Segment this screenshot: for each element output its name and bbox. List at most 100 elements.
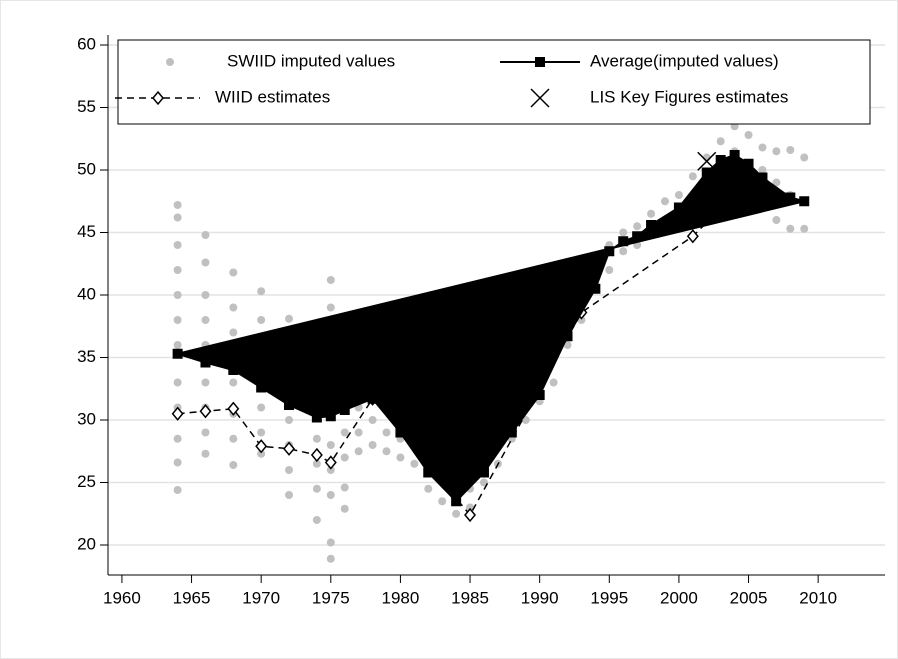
- scatter-point: [382, 428, 391, 437]
- scatter-point: [619, 247, 628, 256]
- scatter-point: [716, 137, 725, 146]
- square-marker: [395, 427, 406, 438]
- legend-item: LIS Key Figures estimates: [530, 87, 788, 108]
- scatter-point: [452, 509, 461, 518]
- square-marker: [339, 405, 350, 415]
- scatter-point: [201, 291, 210, 299]
- x-tick-label: 1990: [521, 588, 559, 607]
- scatter-point: [368, 441, 377, 449]
- diamond-marker: [283, 441, 295, 456]
- y-tick-label: 30: [77, 409, 96, 428]
- scatter-point: [438, 497, 447, 506]
- scatter-point: [229, 378, 238, 387]
- legend: SWIID imputed values Average(imputed valu…: [115, 39, 871, 125]
- square-marker: [757, 172, 768, 183]
- scatter-point: [173, 341, 182, 349]
- marks: [171, 122, 810, 563]
- scatter-point: [772, 147, 781, 156]
- square-marker: [535, 57, 545, 67]
- scatter-point: [758, 166, 767, 174]
- diamond-marker: [152, 90, 164, 106]
- scatter-point: [786, 224, 795, 233]
- square-marker: [632, 231, 643, 242]
- square-marker: [534, 390, 545, 400]
- scatter-point: [326, 491, 335, 499]
- diamond-marker: [464, 507, 477, 523]
- square-marker: [729, 150, 740, 160]
- diamond-marker: [171, 406, 184, 421]
- scatter-point: [173, 266, 182, 274]
- y-tick-label: 50: [77, 159, 96, 178]
- scatter-point: [688, 172, 697, 181]
- scatter-point: [619, 228, 628, 237]
- y-tick-label: 45: [77, 222, 96, 241]
- square-marker: [715, 155, 726, 165]
- square-marker: [590, 283, 601, 294]
- square-marker: [478, 467, 489, 478]
- scatter-point: [201, 258, 210, 267]
- scatter-point: [173, 241, 182, 249]
- scatter-point: [326, 466, 335, 474]
- scatter-point: [285, 491, 294, 499]
- scatter-point: [229, 268, 238, 277]
- scatter-point: [424, 484, 433, 493]
- square-marker: [367, 393, 378, 404]
- x-tick-label: 2000: [660, 588, 698, 607]
- legend-symbol: [166, 58, 174, 66]
- y-tick-label: 60: [77, 34, 96, 53]
- scatter-point: [229, 461, 238, 469]
- scatter-point: [285, 416, 294, 424]
- scatter-point: [326, 554, 335, 563]
- scatter-point: [257, 287, 266, 296]
- scatter-point: [744, 131, 753, 139]
- square-marker: [785, 192, 796, 203]
- scatter-point: [396, 453, 405, 462]
- scatter-point: [173, 201, 182, 209]
- x-tick-label: 2005: [730, 588, 768, 607]
- scatter-point: [257, 428, 266, 437]
- square-marker: [423, 467, 434, 478]
- scatter-point: [340, 453, 349, 462]
- scatter-point: [173, 434, 182, 443]
- scatter-point: [800, 153, 809, 162]
- scatter-point: [201, 231, 210, 239]
- scatter-point: [368, 416, 377, 424]
- scatter-point: [312, 459, 321, 468]
- scatter-point: [633, 222, 642, 231]
- scatter-point: [340, 483, 349, 492]
- x-tick-label: 1965: [173, 588, 211, 607]
- scatter-point: [660, 197, 669, 206]
- scatter-point: [382, 447, 391, 456]
- square-marker: [256, 382, 267, 393]
- x-tick-label: 1995: [590, 588, 628, 607]
- scatter-point: [173, 213, 182, 222]
- square-marker: [743, 158, 754, 169]
- scatter-point: [173, 378, 182, 387]
- scatter-point: [173, 291, 182, 299]
- legend-label: Average(imputed values): [590, 51, 779, 70]
- diamond-marker: [686, 229, 699, 244]
- square-marker: [172, 348, 183, 359]
- y-tick-label: 40: [77, 284, 96, 303]
- scatter-point: [201, 316, 210, 324]
- scatter-point: [786, 146, 795, 154]
- legend-item: Average(imputed values): [500, 51, 779, 70]
- cross-marker: [530, 88, 550, 108]
- legend-label: LIS Key Figures estimates: [590, 87, 788, 106]
- scatter-point: [229, 303, 238, 312]
- x-tick-label: 1980: [382, 588, 420, 607]
- scatter-point: [758, 143, 767, 152]
- x-tick-label: 1985: [451, 588, 489, 607]
- scatter-point: [549, 378, 558, 387]
- scatter-point: [354, 428, 363, 437]
- scatter-point: [340, 504, 349, 513]
- square-marker: [451, 496, 462, 507]
- scatter-point: [229, 434, 238, 443]
- scatter-point: [340, 428, 349, 437]
- y-tick-label: 20: [77, 534, 96, 553]
- square-marker: [228, 365, 239, 375]
- square-marker: [506, 427, 517, 438]
- diamond-marker: [199, 404, 212, 419]
- legend-item: WIID estimates: [115, 87, 330, 106]
